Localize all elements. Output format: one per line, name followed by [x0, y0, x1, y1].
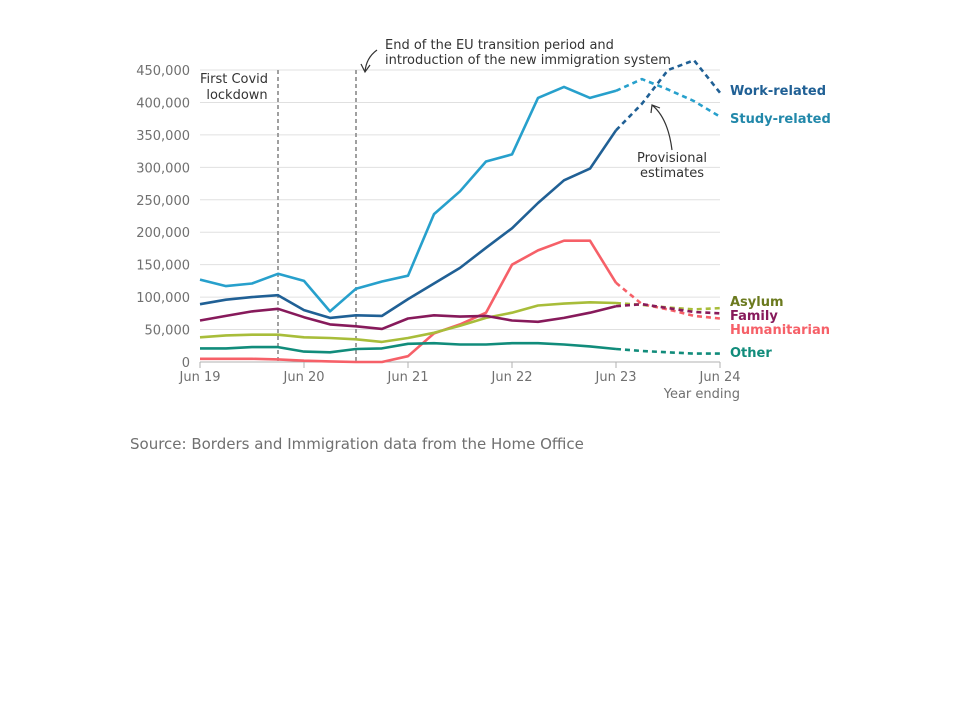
transition-annotation: End of the EU transition period and intr…	[355, 38, 671, 362]
other-provisional-line	[615, 347, 720, 355]
provisional-annotation-line-1: Provisional	[637, 151, 707, 166]
work-related-provisional-line	[615, 58, 722, 132]
lockdown-annotation-line-1: First Covid	[200, 72, 268, 87]
x-tick-label: Jun 21	[387, 370, 429, 385]
y-tick-label: 400,000	[136, 96, 190, 111]
provisional-annotation: Provisional estimates	[637, 104, 707, 181]
family-line	[199, 304, 617, 331]
x-tick-label: Jun 22	[491, 370, 533, 385]
asylum-provisional-line	[615, 301, 721, 311]
other-line	[200, 341, 617, 354]
study-related-provisional-line	[615, 77, 721, 118]
y-tick-label: 250,000	[136, 194, 190, 209]
work-related-line	[199, 129, 618, 320]
y-axis-ticks: 0 50,000 100,000 150,000 200,000 250,000 300,0…	[136, 64, 190, 371]
y-tick-label: 100,000	[136, 291, 190, 306]
provisional-arrow	[650, 104, 673, 151]
family-provisional-line	[615, 302, 721, 315]
study-related-label: Study-related	[730, 112, 831, 127]
y-tick-label: 300,000	[136, 161, 190, 176]
humanitarian-line	[200, 239, 618, 364]
y-tick-label: 350,000	[136, 129, 190, 144]
series-labels: Work-related Study-related AsylumFamilyHum…	[730, 84, 831, 361]
x-tick-label: Jun 23	[595, 370, 637, 385]
y-tick-label: 150,000	[136, 259, 190, 274]
lockdown-annotation: First Covid lockdown	[200, 70, 279, 362]
x-axis-label: Year ending	[663, 387, 740, 402]
other-label: Other	[730, 346, 772, 361]
line-chart: 0 50,000 100,000 150,000 200,000 250,000 300,0…	[136, 38, 831, 402]
y-tick-label: 200,000	[136, 226, 190, 241]
x-tick-label: Jun 20	[283, 370, 325, 385]
transition-arrow	[360, 49, 378, 74]
series-lines	[199, 58, 722, 364]
transition-annotation-line-1: End of the EU transition period and	[385, 38, 614, 53]
provisional-annotation-line-2: estimates	[640, 166, 704, 181]
family-label: Family	[730, 309, 778, 324]
lockdown-annotation-line-2: lockdown	[206, 88, 267, 103]
source-note: Source: Borders and Immigration data fro…	[130, 435, 584, 453]
y-tick-label: 0	[182, 356, 190, 371]
x-tick-label: Jun 19	[179, 370, 221, 385]
x-axis-ticks: Jun 19 Jun 20 Jun 21 Jun 22 Jun 23 Jun 24	[179, 362, 741, 385]
y-tick-label: 50,000	[145, 324, 191, 339]
asylum-line	[199, 300, 617, 344]
humanitarian-provisional-line	[615, 281, 721, 320]
asylum-label: Asylum	[730, 295, 784, 310]
transition-annotation-line-2: introduction of the new immigration syst…	[385, 53, 671, 68]
y-tick-label: 450,000	[136, 64, 190, 79]
work-related-label: Work-related	[730, 84, 826, 99]
x-tick-label: Jun 24	[699, 370, 741, 385]
study-related-line	[199, 85, 617, 313]
gridlines	[200, 69, 720, 331]
humanitarian-label: Humanitarian	[730, 323, 830, 338]
